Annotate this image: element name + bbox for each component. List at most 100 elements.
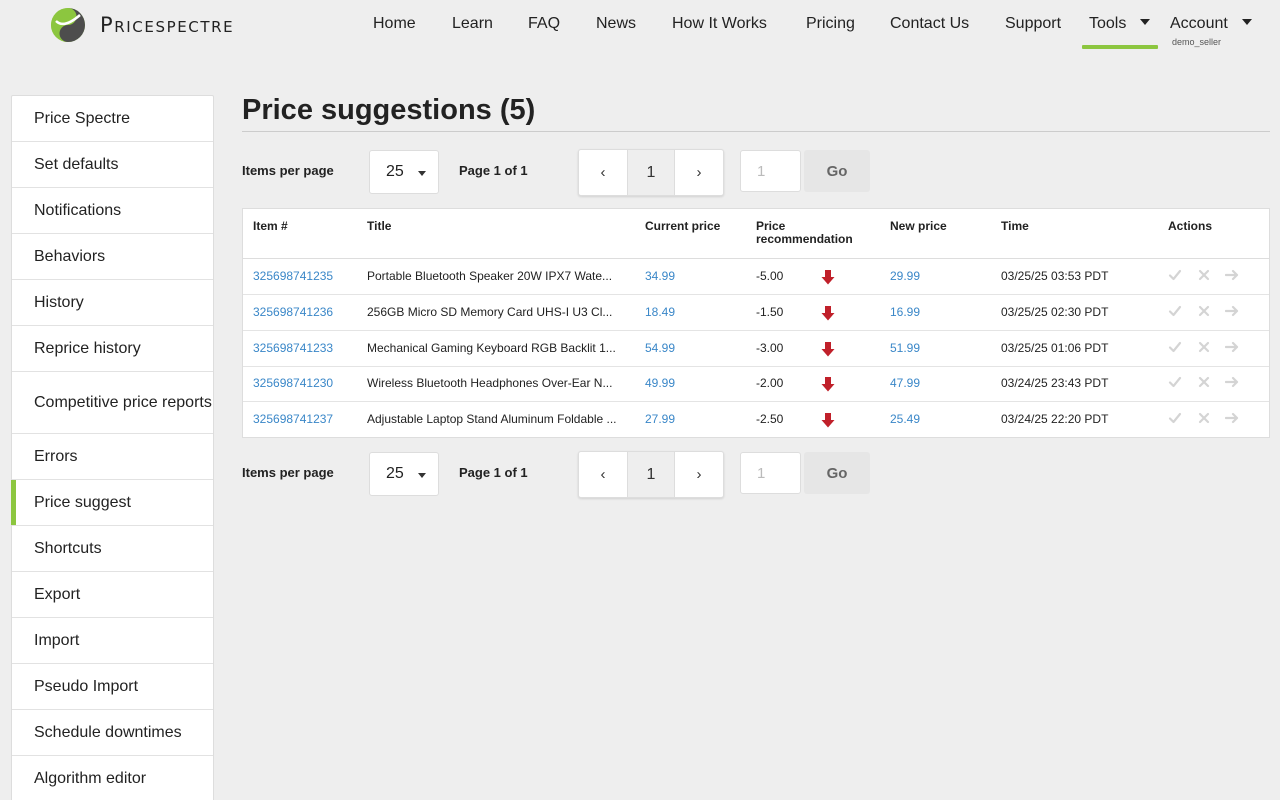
arrow-down-icon — [821, 341, 835, 357]
nav-contact-us[interactable]: Contact Us — [890, 15, 970, 32]
top-navbar: Pricespectre Home Learn FAQ News How It … — [0, 0, 1280, 56]
new-price-link[interactable]: 25.49 — [890, 412, 921, 427]
approve-check-icon[interactable] — [1168, 411, 1182, 425]
sidebar-item-set-defaults[interactable]: Set defaults — [12, 142, 213, 188]
items-per-page-value: 25 — [386, 465, 404, 482]
reject-x-icon[interactable] — [1197, 411, 1211, 425]
prev-page-button[interactable]: ‹ — [600, 164, 606, 181]
reject-x-icon[interactable] — [1197, 268, 1211, 282]
pagination: ‹ 1 › — [578, 149, 724, 196]
col-current-price: Current price — [645, 219, 721, 233]
col-actions: Actions — [1168, 219, 1213, 233]
items-per-page-select[interactable]: 25 — [369, 452, 439, 496]
sidebar-item-pseudo-import[interactable]: Pseudo Import — [12, 664, 213, 710]
current-price-link[interactable]: 54.99 — [645, 340, 676, 355]
go-button[interactable]: Go — [804, 150, 870, 192]
sidebar-item-behaviors[interactable]: Behaviors — [12, 234, 213, 280]
sidebar-item-notifications[interactable]: Notifications — [12, 188, 213, 234]
new-price-link[interactable]: 16.99 — [890, 304, 921, 319]
item-title: Portable Bluetooth Speaker 20W IPX7 Wate… — [367, 269, 613, 283]
current-price-link[interactable]: 34.99 — [645, 269, 676, 283]
approve-check-icon[interactable] — [1168, 375, 1182, 389]
current-page-button[interactable]: 1 — [627, 452, 675, 497]
sidebar-item-competitive-price-reports[interactable]: Competitive price reports — [12, 372, 213, 434]
approve-check-icon[interactable] — [1168, 304, 1182, 318]
nav-account-dropdown[interactable]: Account — [1170, 15, 1252, 33]
items-per-page-label: Items per page — [242, 465, 334, 480]
reject-x-icon[interactable] — [1197, 304, 1211, 318]
nav-tools-label: Tools — [1089, 15, 1127, 32]
item-number-link[interactable]: 325698741236 — [253, 304, 334, 319]
item-number-link[interactable]: 325698741230 — [253, 376, 334, 391]
col-item-number: Item # — [253, 219, 288, 233]
caret-down-icon — [1140, 18, 1151, 25]
items-per-page-value: 25 — [386, 163, 404, 180]
sidebar-item-algorithm-editor[interactable]: Algorithm editor — [12, 756, 213, 800]
table-row: 325698741230 Wireless Bluetooth Headphone… — [243, 366, 1269, 403]
nav-pricing[interactable]: Pricing — [806, 15, 855, 32]
current-page-button[interactable]: 1 — [627, 150, 675, 195]
sidebar-item-schedule-downtimes[interactable]: Schedule downtimes — [12, 710, 213, 756]
item-number-link[interactable]: 325698741233 — [253, 340, 334, 355]
nav-learn[interactable]: Learn — [452, 15, 493, 32]
sidebar-item-reprice-history[interactable]: Reprice history — [12, 326, 213, 372]
new-price-link[interactable]: 47.99 — [890, 376, 921, 391]
brand[interactable]: Pricespectre — [50, 7, 234, 43]
nav-news[interactable]: News — [596, 15, 637, 32]
forward-arrow-icon[interactable] — [1225, 340, 1239, 354]
reject-x-icon[interactable] — [1197, 340, 1211, 354]
item-number-link[interactable]: 325698741235 — [253, 269, 334, 283]
goto-page-input[interactable] — [740, 150, 801, 192]
items-per-page-label: Items per page — [242, 163, 334, 178]
goto-page-input[interactable] — [740, 452, 801, 494]
price-recommendation: -1.50 — [756, 304, 784, 319]
page-title: Price suggestions (5) — [242, 94, 536, 126]
active-nav-indicator — [1082, 45, 1158, 49]
new-price-link[interactable]: 29.99 — [890, 269, 921, 283]
next-page-button[interactable]: › — [696, 466, 702, 483]
nav-tools-dropdown[interactable]: Tools — [1089, 15, 1151, 33]
col-new-price: New price — [890, 219, 947, 233]
table-row: 325698741237 Adjustable Laptop Stand Alum… — [243, 402, 1269, 438]
forward-arrow-icon[interactable] — [1225, 304, 1239, 318]
arrow-down-icon — [821, 270, 835, 285]
item-title: Mechanical Gaming Keyboard RGB Backlit 1… — [367, 340, 616, 355]
current-price-link[interactable]: 18.49 — [645, 304, 676, 319]
sidebar-item-import[interactable]: Import — [12, 618, 213, 664]
new-price-link[interactable]: 51.99 — [890, 340, 921, 355]
go-button[interactable]: Go — [804, 452, 870, 494]
sidebar-item-history[interactable]: History — [12, 280, 213, 326]
approve-check-icon[interactable] — [1168, 340, 1182, 354]
current-price-link[interactable]: 27.99 — [645, 412, 676, 427]
sidebar-item-errors[interactable]: Errors — [12, 434, 213, 480]
forward-arrow-icon[interactable] — [1225, 268, 1239, 282]
sidebar-item-price-spectre[interactable]: Price Spectre — [12, 96, 213, 142]
items-per-page-select[interactable]: 25 — [369, 150, 439, 194]
pagination: ‹ 1 › — [578, 451, 724, 498]
item-title: Adjustable Laptop Stand Aluminum Foldabl… — [367, 412, 617, 427]
next-page-button[interactable]: › — [696, 164, 702, 181]
timestamp: 03/25/25 03:53 PDT — [1001, 269, 1109, 283]
approve-check-icon[interactable] — [1168, 268, 1182, 282]
table-row: 325698741236 256GB Micro SD Memory Card U… — [243, 295, 1269, 331]
reject-x-icon[interactable] — [1197, 375, 1211, 389]
nav-home[interactable]: Home — [373, 15, 416, 32]
nav-support[interactable]: Support — [1005, 15, 1062, 32]
pager-top: Items per page 25 Page 1 of 1 ‹ 1 › Go — [242, 149, 882, 197]
arrow-down-icon — [821, 305, 835, 321]
current-price-link[interactable]: 49.99 — [645, 376, 676, 391]
brand-name: Pricespectre — [100, 13, 235, 37]
nav-faq[interactable]: FAQ — [528, 15, 561, 32]
timestamp: 03/24/25 22:20 PDT — [1001, 412, 1109, 427]
prev-page-button[interactable]: ‹ — [600, 466, 606, 483]
price-recommendation: -2.50 — [756, 412, 784, 427]
sidebar-item-price-suggest[interactable]: Price suggest — [11, 480, 213, 526]
forward-arrow-icon[interactable] — [1225, 375, 1239, 389]
sidebar-item-shortcuts[interactable]: Shortcuts — [12, 526, 213, 572]
nav-how-it-works[interactable]: How It Works — [672, 15, 767, 32]
sidebar-item-export[interactable]: Export — [12, 572, 213, 618]
sidebar: Price Spectre Set defaults Notifications… — [11, 95, 214, 800]
item-number-link[interactable]: 325698741237 — [253, 412, 334, 427]
arrow-down-icon — [821, 413, 835, 428]
forward-arrow-icon[interactable] — [1225, 411, 1239, 425]
